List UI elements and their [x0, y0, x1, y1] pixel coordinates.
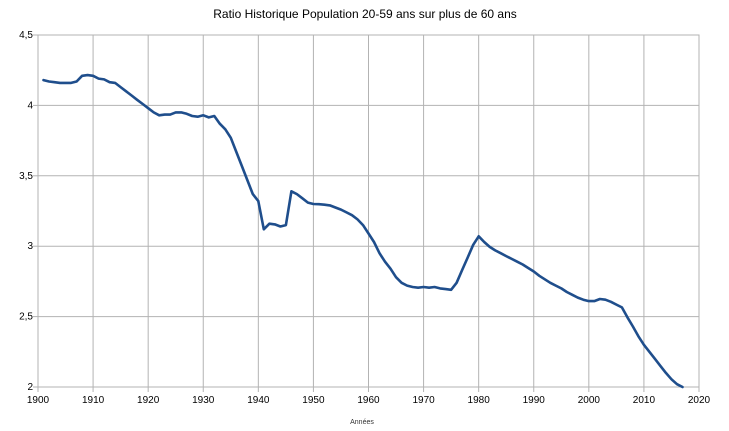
y-axis: 2 2,5 3 3,5 4 4,5 — [19, 30, 38, 393]
series-line — [42, 73, 684, 389]
x-tick-label: 2010 — [633, 395, 656, 406]
series-layer — [42, 73, 684, 389]
x-axis: 1900 1910 1920 1930 1940 1950 1960 1970 1980 1990… — [27, 387, 711, 406]
x-tick-label: 1940 — [247, 395, 270, 406]
y-tick-label: 4 — [27, 100, 33, 111]
gridlines — [37, 34, 700, 388]
x-tick-label: 2020 — [688, 395, 711, 406]
x-tick-label: 1910 — [82, 395, 105, 406]
x-tick-label: 1990 — [523, 395, 546, 406]
y-tick-label: 2 — [27, 382, 33, 393]
y-tick-label: 3,5 — [19, 171, 33, 182]
x-tick-label: 1930 — [192, 395, 215, 406]
y-tick-label: 4,5 — [19, 30, 33, 41]
y-tick-label: 3 — [27, 241, 33, 252]
x-tick-label: 1900 — [27, 395, 50, 406]
chart-title: Ratio Historique Population 20-59 ans su… — [213, 7, 517, 21]
x-axis-label: Années — [350, 419, 374, 426]
x-tick-label: 1970 — [412, 395, 435, 406]
x-tick-label: 1920 — [137, 395, 160, 406]
x-tick-label: 1980 — [468, 395, 491, 406]
x-tick-label: 2000 — [578, 395, 601, 406]
y-tick-label: 2,5 — [19, 312, 33, 323]
x-tick-label: 1960 — [357, 395, 380, 406]
x-tick-label: 1950 — [302, 395, 325, 406]
